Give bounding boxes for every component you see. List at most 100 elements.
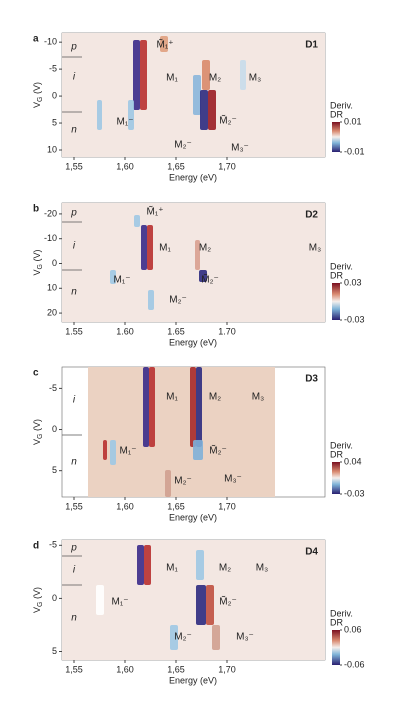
heatmap-feature bbox=[141, 225, 147, 270]
x-tick-label: 1,60 bbox=[116, 501, 134, 511]
y-axis-label-main: V bbox=[32, 607, 42, 613]
heatmap-feature bbox=[110, 440, 116, 465]
heatmap-feature bbox=[240, 60, 246, 90]
region-label: i bbox=[73, 72, 76, 83]
region-label: i bbox=[73, 395, 76, 406]
peak-label: M₃ bbox=[249, 73, 261, 84]
heatmap-feature bbox=[144, 545, 151, 585]
y-tick-label: 0 bbox=[52, 424, 57, 434]
peak-label: M₂ bbox=[199, 243, 211, 254]
region-label: n bbox=[71, 613, 77, 624]
y-axis-label-main: V bbox=[32, 439, 42, 445]
y-tick-label: -20 bbox=[44, 208, 57, 218]
colorbar bbox=[332, 283, 340, 320]
region-label: i bbox=[73, 565, 76, 576]
x-axis-label: Energy (eV) bbox=[169, 512, 217, 522]
peak-label: M₃ bbox=[256, 563, 268, 574]
heatmap-feature bbox=[195, 240, 200, 270]
y-tick-label: 5 bbox=[52, 646, 57, 656]
y-tick-label: 5 bbox=[52, 117, 57, 127]
heatmap-feature bbox=[200, 90, 208, 130]
peak-label: M₂⁻ bbox=[174, 632, 192, 643]
panel-label: d bbox=[33, 541, 39, 552]
region-label: n bbox=[71, 125, 77, 136]
colorbar-tick-label: 0.04 bbox=[344, 456, 362, 466]
peak-label: M₂ bbox=[219, 563, 231, 574]
heatmap-feature bbox=[143, 367, 149, 447]
heatmap-feature bbox=[208, 90, 216, 130]
y-tick-label: -10 bbox=[44, 233, 57, 243]
heatmap-feature bbox=[193, 440, 203, 460]
colorbar-title: Deriv. bbox=[330, 261, 353, 271]
y-tick-label: 20 bbox=[47, 307, 57, 317]
x-tick-label: 1,65 bbox=[167, 501, 185, 511]
heatmap-feature bbox=[133, 40, 140, 110]
colorbar-title: DR bbox=[330, 449, 343, 459]
heatmap-feature bbox=[196, 367, 202, 447]
colorbar-title: Deriv. bbox=[330, 440, 353, 450]
colorbar-tick-label: 0.06 bbox=[344, 624, 362, 634]
y-axis-label-sub: G bbox=[37, 434, 44, 439]
x-tick-label: 1.70 bbox=[218, 326, 236, 336]
heatmap-feature bbox=[96, 585, 104, 615]
peak-label: M̃₂⁻ bbox=[209, 444, 227, 457]
region-label: p bbox=[70, 208, 77, 219]
region-label: p bbox=[70, 543, 77, 554]
y-axis-label-main: V bbox=[32, 102, 42, 108]
heatmap-feature bbox=[165, 470, 171, 497]
colorbar bbox=[332, 122, 340, 152]
x-tick-label: 1.65 bbox=[167, 326, 185, 336]
colorbar-tick-label: 0.01 bbox=[344, 116, 362, 126]
peak-label: M₃⁻ bbox=[224, 474, 242, 485]
heatmap-feature bbox=[160, 36, 168, 52]
x-tick-label: 1,65 bbox=[167, 664, 185, 674]
x-tick-label: 1,60 bbox=[116, 664, 134, 674]
colorbar-tick-label: 0.03 bbox=[344, 277, 362, 287]
x-tick-label: 1,55 bbox=[65, 501, 83, 511]
y-axis-label-unit: (V) bbox=[32, 419, 42, 434]
y-axis-label: VG (V) bbox=[32, 82, 43, 108]
peak-label: M₂⁻ bbox=[174, 476, 192, 487]
colorbar-tick-label: -0.06 bbox=[344, 659, 365, 669]
device-label: D4 bbox=[305, 547, 318, 558]
x-tick-label: 1,60 bbox=[116, 161, 134, 171]
heatmap-background bbox=[88, 367, 275, 497]
y-axis-label-sub: G bbox=[37, 97, 44, 102]
colorbar-title: DR bbox=[330, 617, 343, 627]
peak-label: M₂⁻ bbox=[174, 140, 192, 151]
y-tick-label: -5 bbox=[49, 540, 57, 550]
heatmap-feature bbox=[103, 440, 107, 460]
device-label: D1 bbox=[305, 40, 318, 51]
x-axis-label: Energy (eV) bbox=[169, 172, 217, 182]
x-tick-label: 1.60 bbox=[116, 326, 134, 336]
colorbar bbox=[332, 630, 340, 665]
y-axis-label-main: V bbox=[32, 269, 42, 275]
y-tick-label: 10 bbox=[47, 144, 57, 154]
heatmap-feature bbox=[140, 40, 147, 110]
peak-label: M₁ bbox=[166, 73, 178, 84]
y-tick-label: 0 bbox=[52, 258, 57, 268]
colorbar-tick-label: -0.03 bbox=[344, 314, 365, 324]
peak-label: M₁ bbox=[159, 243, 171, 254]
peak-label: M₁ bbox=[166, 392, 178, 403]
peak-label: M₁⁻ bbox=[112, 597, 129, 608]
heatmap-feature bbox=[134, 215, 140, 227]
y-axis-label: VG (V) bbox=[32, 587, 43, 613]
peak-label: M₃ bbox=[309, 243, 321, 254]
peak-label: M₃⁻ bbox=[231, 143, 249, 154]
x-tick-label: 1,55 bbox=[65, 664, 83, 674]
y-tick-label: 10 bbox=[47, 283, 57, 293]
x-tick-label: 1.55 bbox=[65, 326, 83, 336]
peak-label: M₂ bbox=[209, 73, 221, 84]
peak-label: M̃₁⁺ bbox=[157, 38, 174, 51]
heatmap-feature bbox=[212, 625, 220, 650]
y-tick-label: 0 bbox=[52, 90, 57, 100]
heatmap-feature bbox=[193, 75, 201, 115]
heatmap-feature bbox=[202, 60, 210, 90]
peak-label: M₂ bbox=[209, 392, 221, 403]
peak-label: M₃⁻ bbox=[236, 632, 254, 643]
x-axis-label: Energy (eV) bbox=[169, 675, 217, 685]
device-label: D3 bbox=[305, 374, 318, 385]
colorbar-title: DR bbox=[330, 109, 343, 119]
colorbar-title: Deriv. bbox=[330, 608, 353, 618]
